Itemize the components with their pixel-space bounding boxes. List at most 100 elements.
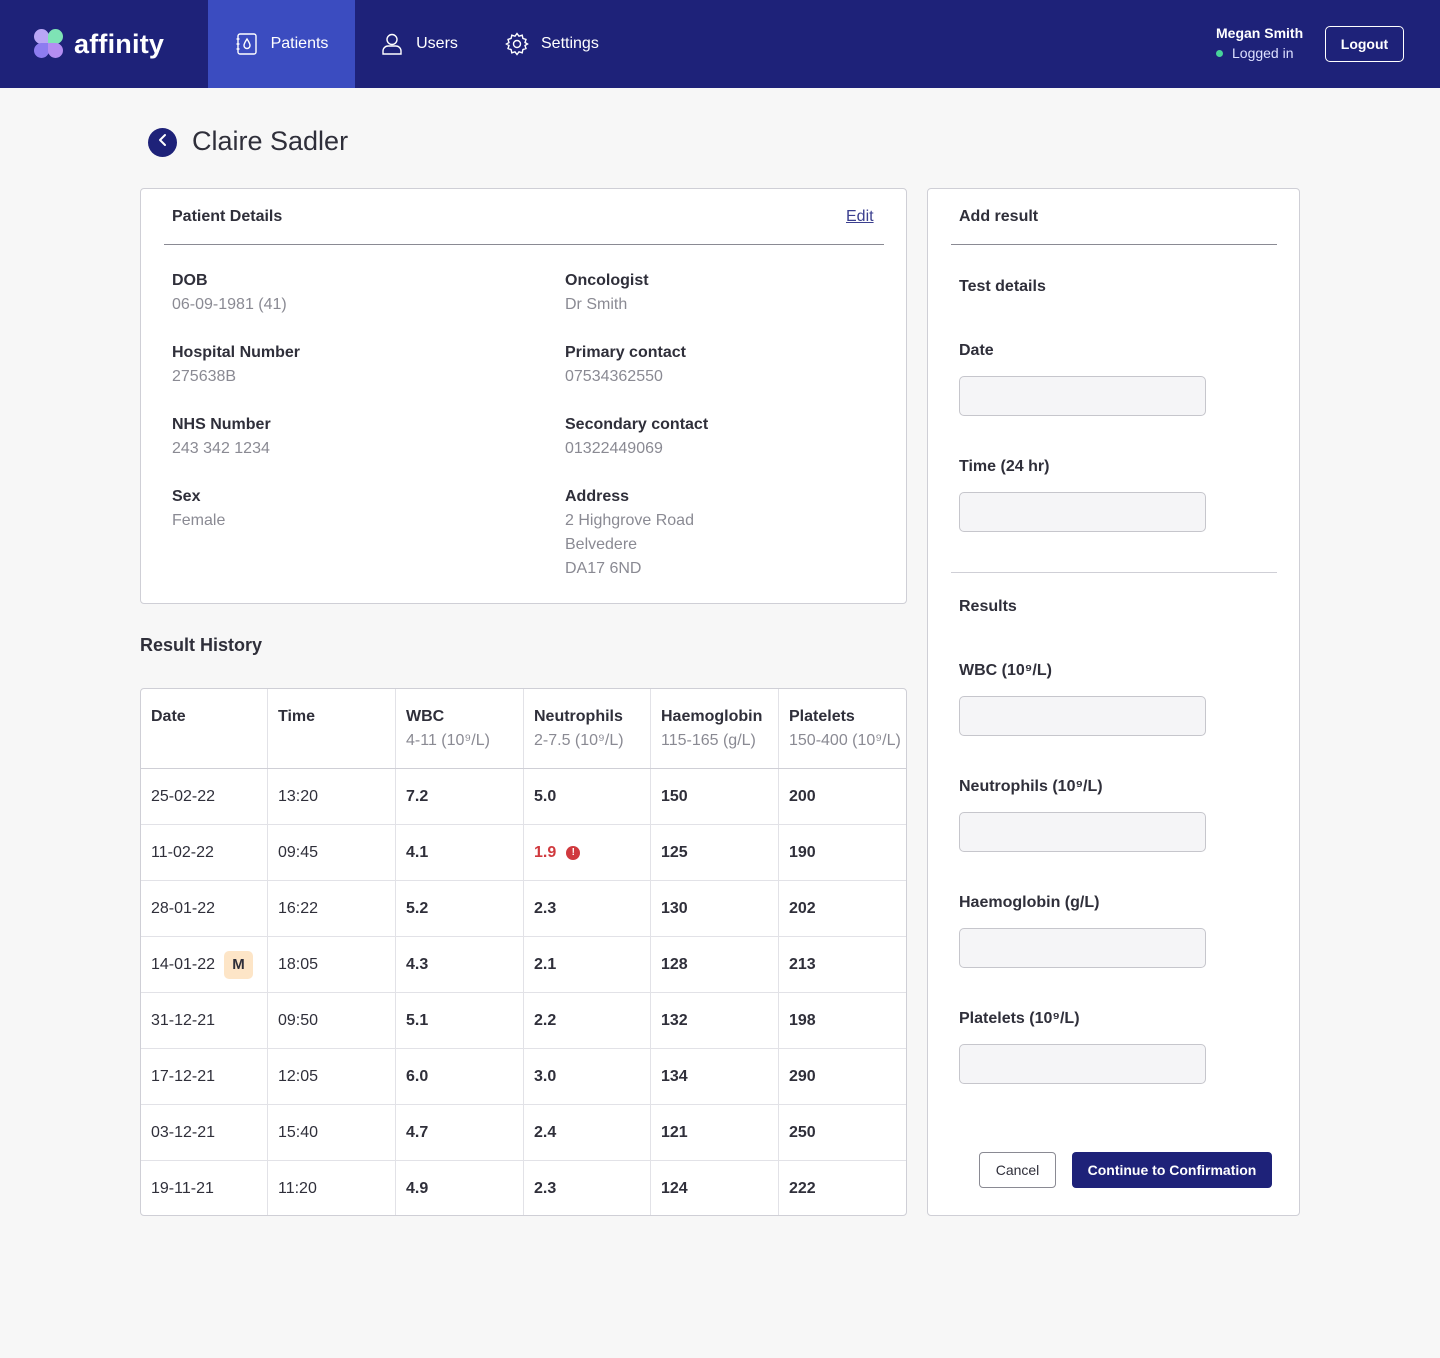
brand-name: affinity [74, 28, 165, 59]
cell-value: 14-01-22 [151, 955, 216, 973]
user-status-label: Logged in [1232, 45, 1294, 61]
wbc-label: WBC (10⁹/L) [959, 662, 1052, 679]
cell-neut: 2.4 [524, 1105, 651, 1160]
cell-value: 132 [661, 1011, 688, 1029]
continue-to-confirmation-button[interactable]: Continue to Confirmation [1072, 1152, 1272, 1188]
nav-item-label: Patients [270, 35, 329, 52]
cell-value: 13:20 [278, 787, 319, 805]
cell-time: 11:20 [268, 1161, 396, 1215]
column-title: Date [151, 708, 186, 725]
table-row[interactable]: 31-12-21 09:50 5.1 2.2 132 198 [141, 993, 906, 1049]
cell-value: 25-02-22 [151, 787, 216, 805]
field-label: Secondary contact [565, 416, 709, 433]
online-status-icon [1216, 49, 1223, 57]
cancel-button[interactable]: Cancel [979, 1152, 1056, 1188]
cell-neut: 2.2 [524, 993, 651, 1048]
cell-value: 11:20 [278, 1180, 317, 1197]
field-value: 01322449069 [565, 440, 663, 457]
logout-button[interactable]: Logout [1325, 26, 1404, 62]
cell-time: 13:20 [268, 769, 396, 824]
platelets-input[interactable] [959, 1044, 1206, 1084]
user-name: Megan Smith [1216, 25, 1304, 41]
field-value: 06-09-1981 (41) [172, 296, 287, 313]
table-header: Date Time WBC 4-11 (10⁹/L) Neutrophils 2… [141, 689, 906, 769]
wbc-input[interactable] [959, 696, 1206, 736]
cell-value: 134 [661, 1067, 688, 1085]
field-dob: DOB 06-09-1981 (41) [172, 269, 287, 317]
table-row[interactable]: 17-12-21 12:05 6.0 3.0 134 290 [141, 1049, 906, 1105]
column-range: 2-7.5 (10⁹/L) [534, 732, 624, 749]
test-details-heading: Test details [959, 278, 1046, 295]
cell-neut: 3.0 [524, 1049, 651, 1104]
column-range: 4-11 (10⁹/L) [406, 732, 490, 749]
cell-time: 09:50 [268, 993, 396, 1048]
time-label: Time (24 hr) [959, 458, 1050, 475]
cell-value: 6.0 [406, 1067, 429, 1085]
cell-date: 25-02-22 [141, 769, 268, 824]
column-range: 150-400 (10⁹/L) [789, 732, 901, 749]
edit-patient-link[interactable]: Edit [846, 208, 874, 225]
patient-file-icon [235, 32, 259, 56]
cell-neut: 5.0 [524, 769, 651, 824]
table-row[interactable]: 19-11-21 11:20 4.9 2.3 124 222 [141, 1161, 906, 1215]
chevron-left-icon [156, 133, 170, 152]
cell-date: 03-12-21 [141, 1105, 268, 1160]
neutrophils-label: Neutrophils (10⁹/L) [959, 778, 1103, 795]
field-label: Sex [172, 488, 201, 505]
time-input[interactable] [959, 492, 1206, 532]
field-oncologist: Oncologist Dr Smith [565, 269, 649, 317]
cell-value: 2.1 [534, 955, 557, 973]
neutrophils-input[interactable] [959, 812, 1206, 852]
table-row[interactable]: 28-01-22 16:22 5.2 2.3 130 202 [141, 881, 906, 937]
cell-plt: 250 [779, 1105, 906, 1160]
cell-hb: 125 [651, 825, 779, 880]
cell-value: 28-01-22 [151, 899, 216, 917]
brand-logo[interactable]: affinity [34, 26, 164, 62]
cell-value: 09:50 [278, 1011, 319, 1029]
column-header-neutrophils: Neutrophils 2-7.5 (10⁹/L) [524, 689, 651, 768]
field-label: Primary contact [565, 344, 686, 361]
divider [164, 244, 884, 245]
field-label: Oncologist [565, 272, 649, 289]
back-button[interactable] [148, 128, 177, 157]
table-row[interactable]: 25-02-22 13:20 7.2 5.0 150 200 [141, 769, 906, 825]
cell-hb: 124 [651, 1161, 779, 1215]
nav-item-patients[interactable]: Patients [208, 0, 355, 88]
nav-item-settings[interactable]: Settings [483, 0, 603, 88]
table-row[interactable]: 03-12-21 15:40 4.7 2.4 121 250 [141, 1105, 906, 1161]
cell-value: 12:05 [278, 1067, 319, 1085]
address-line: Belvedere [565, 536, 638, 553]
cell-date: 17-12-21 [141, 1049, 268, 1104]
cell-neut: 2.1 [524, 937, 651, 992]
cell-date: 31-12-21 [141, 993, 268, 1048]
nav-item-label: Settings [541, 35, 599, 52]
field-value: 275638B [172, 368, 237, 385]
haemoglobin-input[interactable] [959, 928, 1206, 968]
cell-plt: 202 [779, 881, 906, 936]
cell-date: 19-11-21 [141, 1161, 268, 1215]
address-line: 2 Highgrove Road [565, 512, 694, 529]
cell-date: 28-01-22 [141, 881, 268, 936]
field-hospital-number: Hospital Number 275638B [172, 341, 300, 389]
cell-value: 09:45 [278, 843, 319, 861]
add-result-card: Add result Test details Date Time (24 hr… [927, 188, 1300, 1216]
nav-item-users[interactable]: Users [355, 0, 483, 88]
patient-details-heading: Patient Details [172, 208, 283, 225]
field-address: Address 2 Highgrove Road Belvedere DA17 … [565, 485, 694, 581]
cell-hb: 130 [651, 881, 779, 936]
cell-value: 200 [789, 787, 816, 805]
nav-item-label: Users [416, 35, 458, 52]
top-navigation-bar: affinity Patients Users [0, 0, 1440, 88]
cell-value: 2.2 [534, 1011, 557, 1029]
cell-value: 3.0 [534, 1067, 557, 1085]
user-status: Logged in [1216, 45, 1303, 61]
cell-neut: 2.3 [524, 1161, 651, 1215]
cell-time: 12:05 [268, 1049, 396, 1104]
table-row[interactable]: 14-01-22 M 18:05 4.3 2.1 128 213 [141, 937, 906, 993]
table-row[interactable]: 11-02-22 09:45 4.1 1.9! 125 190 [141, 825, 906, 881]
cell-date: 11-02-22 [141, 825, 268, 880]
cell-time: 09:45 [268, 825, 396, 880]
cell-value: 17-12-21 [151, 1067, 216, 1085]
date-input[interactable] [959, 376, 1206, 416]
exclamation-icon: ! [566, 845, 581, 860]
